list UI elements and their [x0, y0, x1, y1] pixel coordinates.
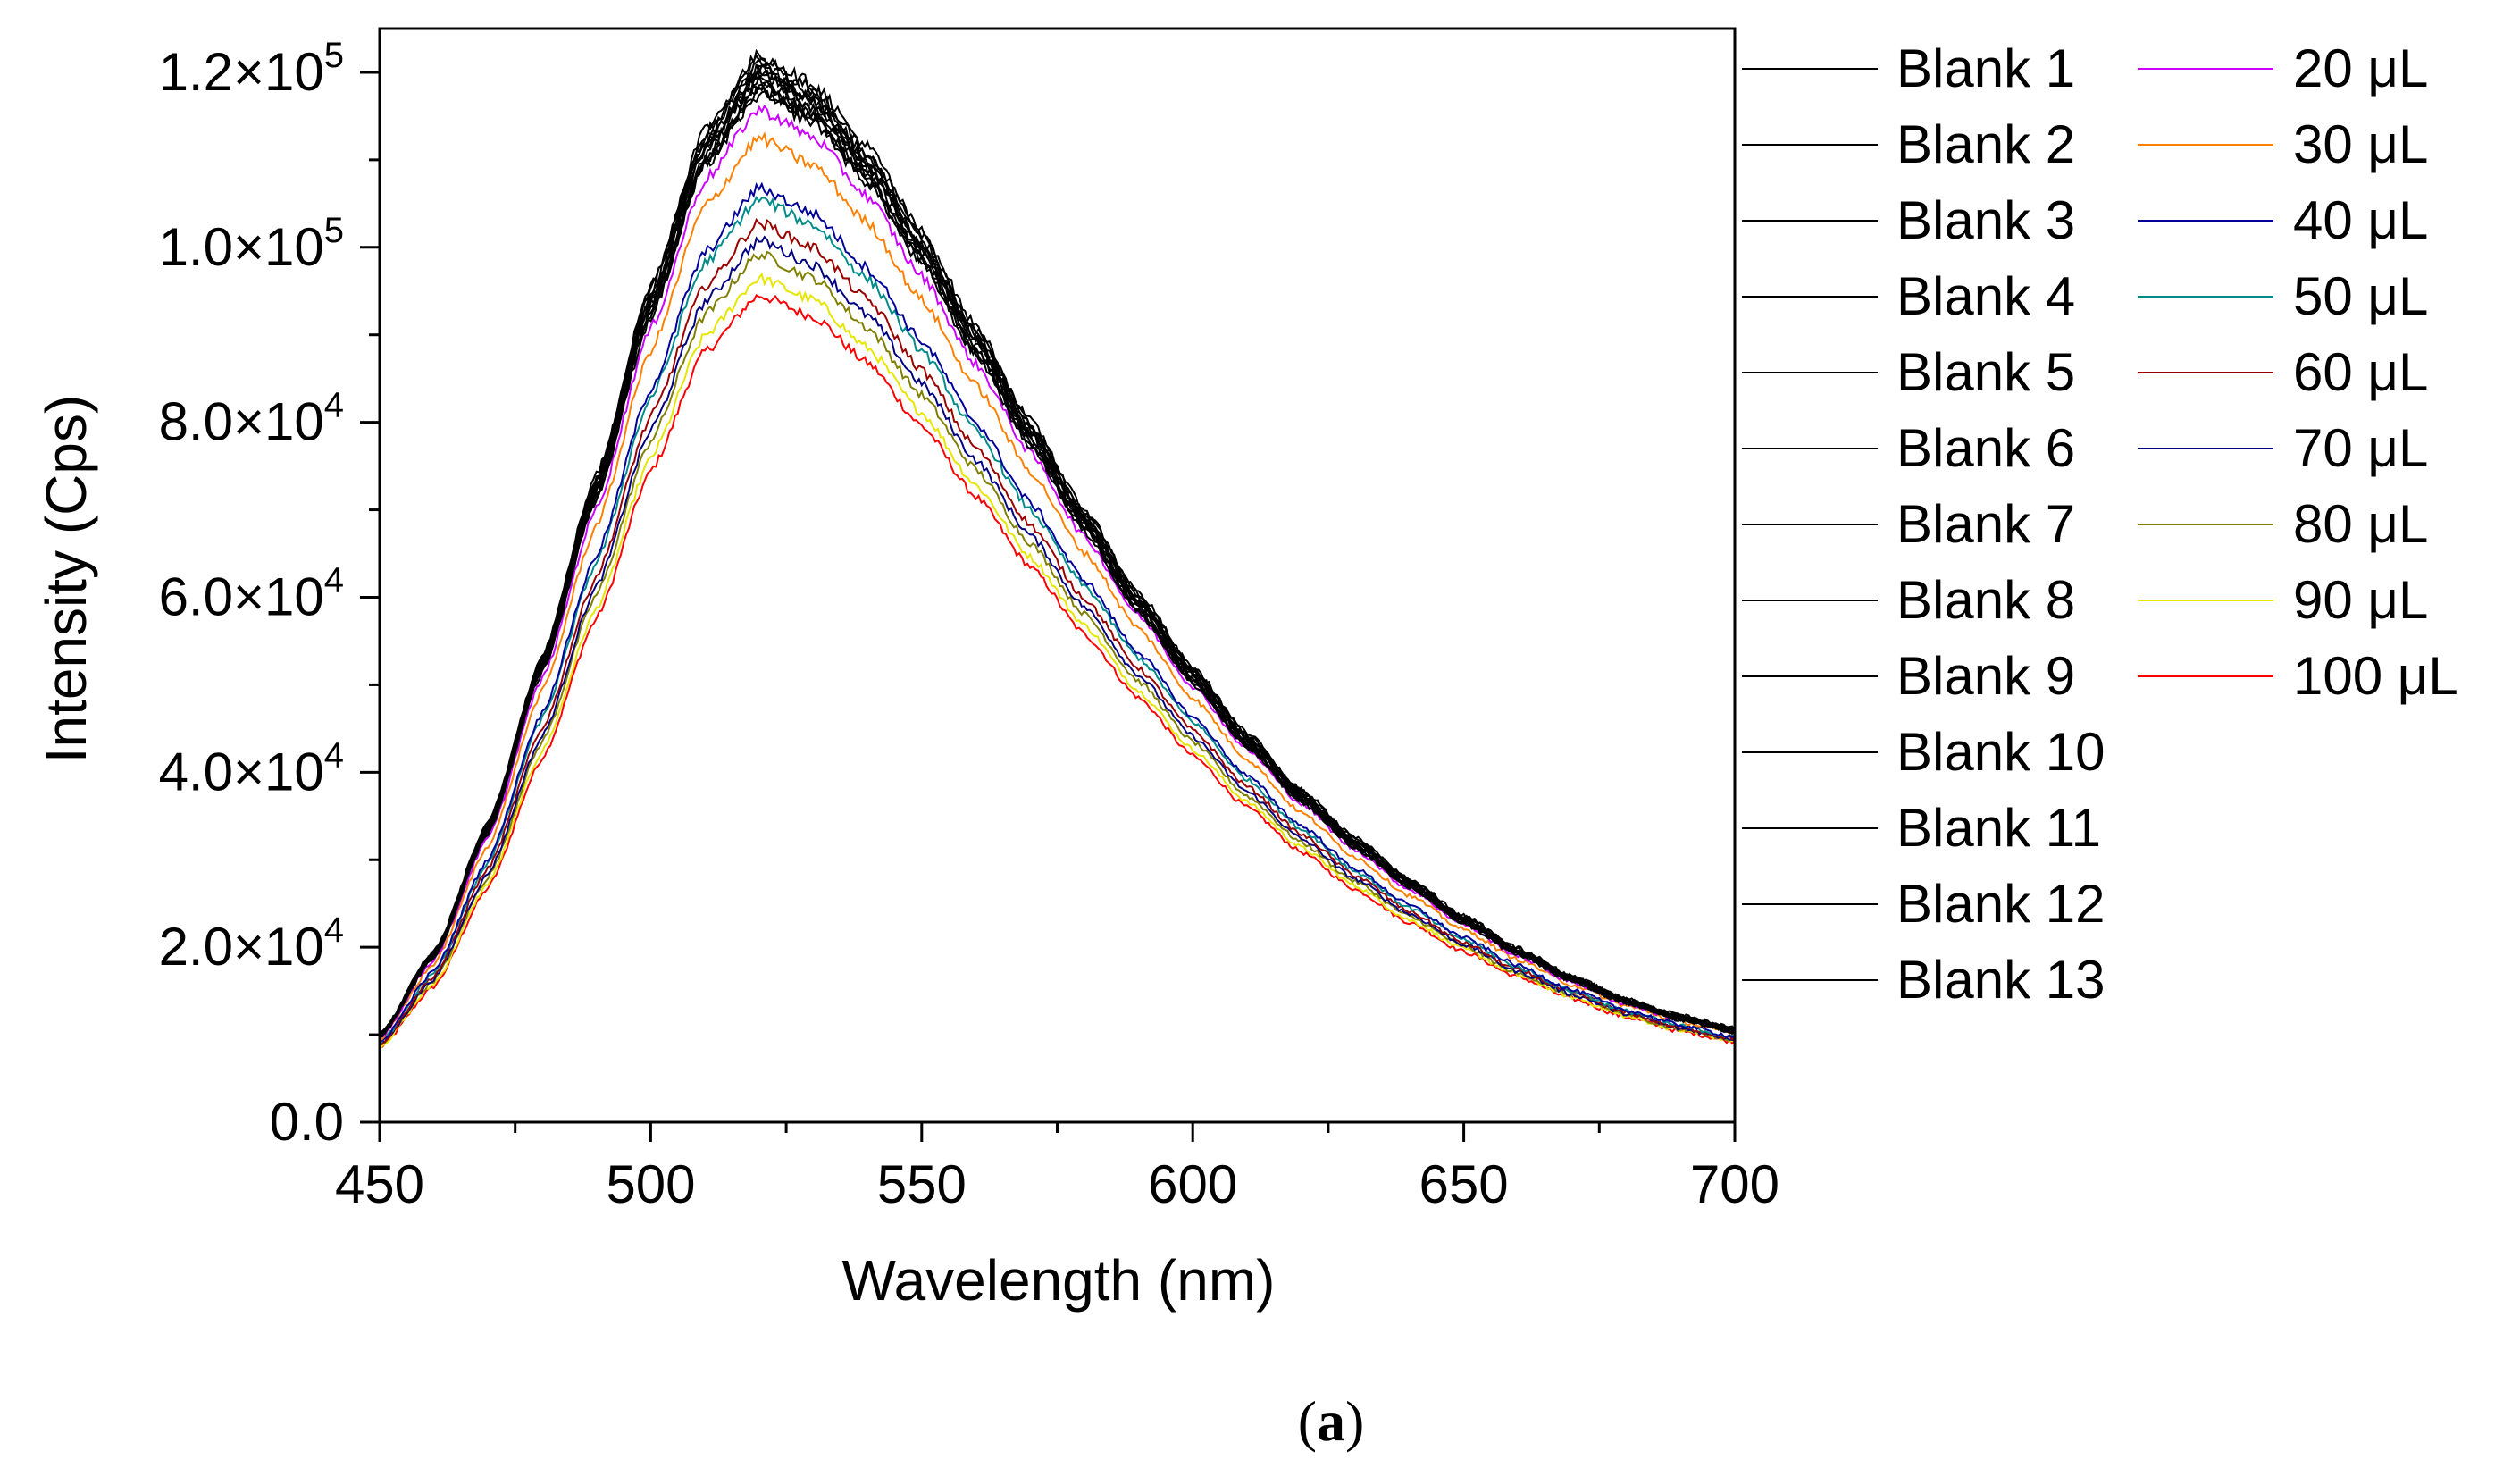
y-tick-exponent: 4: [324, 386, 344, 425]
y-tick-label: 1.2×105: [159, 36, 344, 102]
x-tick-label: 450: [335, 1154, 424, 1214]
panel-label: (a): [1298, 1389, 1365, 1453]
legend-label: Blank 1: [1896, 38, 2075, 98]
legend-label: Blank 7: [1896, 494, 2075, 554]
legend-label: Blank 3: [1896, 190, 2075, 250]
y-tick-mantissa: 0.0: [270, 1092, 344, 1152]
series-line-20-ul: [379, 104, 1736, 1039]
axes-layer: 450 500 550 600 650 7000.02.0×1044.0×1046.0×1…: [159, 27, 1779, 1214]
legend-label: Blank 12: [1896, 874, 2106, 934]
legend-label: 100 μL: [2293, 646, 2458, 706]
panel-label-letter: a: [1317, 1389, 1345, 1453]
series-line-100-ul: [379, 293, 1736, 1048]
panel-label-close: ): [1345, 1389, 1364, 1453]
y-tick-mantissa: 4.0×10: [159, 742, 324, 801]
x-axis-title: Wavelength (nm): [842, 1248, 1276, 1313]
legend: Blank 1 Blank 2 Blank 3 Blank 4 Blank 5 Blank…: [1742, 38, 2458, 1010]
y-tick-label: 4.0×104: [159, 735, 344, 801]
y-tick-mantissa: 8.0×10: [159, 392, 324, 452]
x-tick-label: 650: [1419, 1154, 1509, 1214]
y-tick-exponent: 4: [324, 560, 344, 600]
legend-label: 40 μL: [2293, 190, 2428, 250]
x-tick-label: 600: [1148, 1154, 1237, 1214]
y-axis-title: Intensity (Cps): [34, 395, 98, 764]
y-tick-label: 8.0×104: [159, 386, 344, 452]
legend-label: Blank 13: [1896, 950, 2106, 1010]
legend-label: Blank 6: [1896, 418, 2075, 478]
legend-label: Blank 9: [1896, 646, 2075, 706]
x-tick-label: 700: [1690, 1154, 1779, 1214]
y-tick-exponent: 4: [324, 735, 344, 775]
legend-label: 20 μL: [2293, 38, 2428, 98]
legend-label: 50 μL: [2293, 266, 2428, 326]
legend-label: Blank 8: [1896, 570, 2075, 630]
y-tick-mantissa: 2.0×10: [159, 917, 324, 977]
y-tick-label: 0.0: [270, 1092, 344, 1152]
series-layer: [379, 48, 1736, 1050]
series-line-60-ul: [379, 217, 1736, 1045]
series-line-30-ul: [379, 130, 1736, 1042]
panel-label-open: (: [1298, 1389, 1317, 1453]
legend-label: 60 μL: [2293, 342, 2428, 402]
legend-label: 70 μL: [2293, 418, 2428, 478]
legend-label: Blank 5: [1896, 342, 2075, 402]
series-line-80-ul: [379, 250, 1736, 1047]
y-tick-mantissa: 6.0×10: [159, 566, 324, 626]
series-line-70-ul: [379, 235, 1736, 1046]
y-tick-label: 6.0×104: [159, 560, 344, 626]
y-tick-exponent: 4: [324, 910, 344, 950]
series-line-blank-8: [379, 81, 1736, 1038]
y-tick-exponent: 5: [324, 211, 344, 250]
legend-label: Blank 10: [1896, 722, 2106, 782]
series-line-blank-1: [379, 48, 1736, 1035]
legend-label: 90 μL: [2293, 570, 2428, 630]
legend-label: Blank 4: [1896, 266, 2075, 326]
series-line-40-ul: [379, 181, 1736, 1044]
x-tick-label: 550: [877, 1154, 967, 1214]
y-tick-label: 1.0×105: [159, 211, 344, 277]
legend-label: 80 μL: [2293, 494, 2428, 554]
series-line-blank-5: [379, 67, 1736, 1036]
y-tick-label: 2.0×104: [159, 910, 344, 977]
legend-label: Blank 11: [1896, 798, 2101, 858]
y-tick-mantissa: 1.0×10: [159, 217, 324, 277]
y-tick-mantissa: 1.2×10: [159, 42, 324, 102]
legend-label: Blank 2: [1896, 114, 2075, 174]
x-tick-label: 500: [606, 1154, 695, 1214]
series-line-50-ul: [379, 195, 1736, 1046]
legend-label: 30 μL: [2293, 114, 2428, 174]
y-tick-exponent: 5: [324, 36, 344, 75]
